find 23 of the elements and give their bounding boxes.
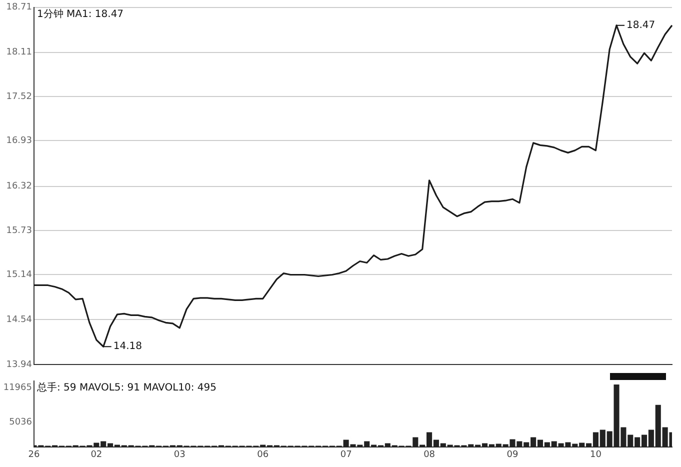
x-tick-label: 06 bbox=[257, 450, 269, 460]
x-tick-label: 09 bbox=[506, 450, 518, 460]
y-tick-label: 16.93 bbox=[6, 136, 32, 146]
x-tick-label: 26 bbox=[28, 450, 40, 460]
x-tick-label: 10 bbox=[590, 450, 602, 460]
x-tick-label: 03 bbox=[174, 450, 186, 460]
annotation: 14.18 bbox=[113, 341, 142, 352]
x-tick-label: 07 bbox=[340, 450, 352, 460]
y-tick-label: 14.54 bbox=[6, 315, 32, 326]
y-tick-label: 18.11 bbox=[6, 48, 32, 58]
y-tick-label: 13.94 bbox=[6, 360, 32, 370]
chart-title: 总手: 59 MAVOL5: 91 MAVOL10: 495 bbox=[36, 382, 216, 394]
annotation: 18.47 bbox=[626, 20, 656, 31]
y-tick-label: 15.14 bbox=[6, 270, 32, 280]
y-tick-label: 18.71 bbox=[6, 2, 32, 13]
y-tick-label: 15.73 bbox=[6, 226, 32, 236]
y-tick-label: 17.52 bbox=[6, 92, 32, 102]
x-tick-label: 08 bbox=[424, 450, 436, 460]
y-tick-label: 11965 bbox=[3, 382, 32, 393]
y-tick-label: 16.32 bbox=[6, 182, 32, 192]
chart-title: 1分钟 MA1: 18.47 bbox=[37, 8, 124, 20]
x-tick-label: 02 bbox=[90, 450, 102, 460]
y-tick-label: 5036 bbox=[9, 417, 32, 428]
